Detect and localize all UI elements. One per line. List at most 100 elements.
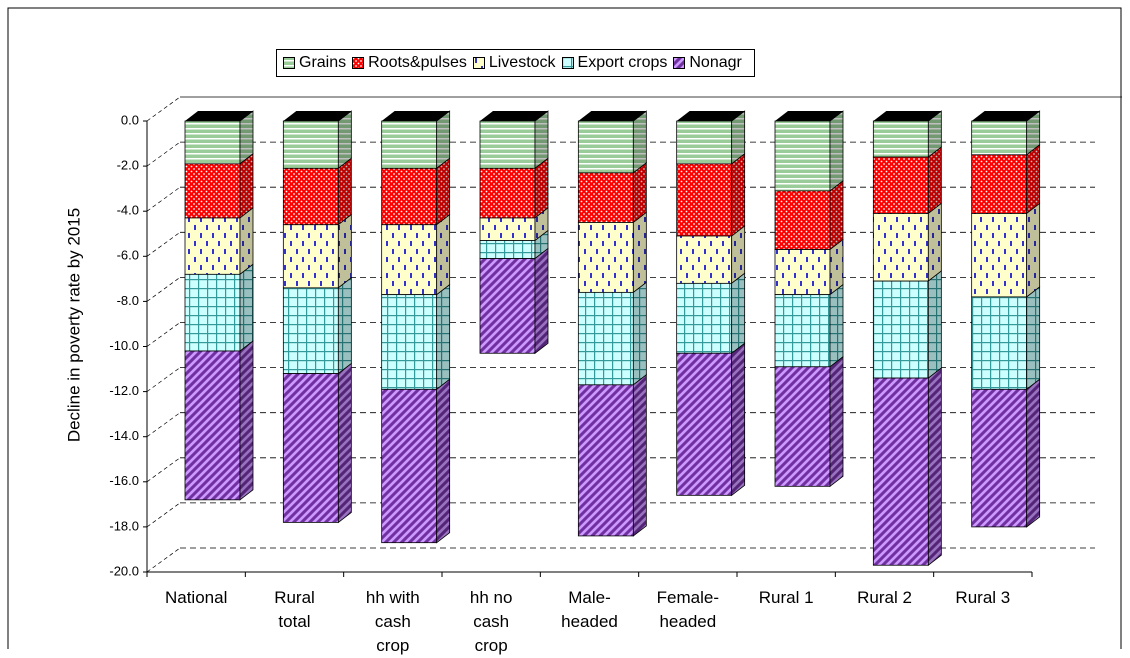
bar-side (829, 355, 844, 488)
bar-segment (381, 294, 438, 390)
legend-swatch (352, 57, 365, 69)
bar-side-shade (436, 111, 450, 169)
legend-swatch (561, 57, 574, 69)
bar-side-shade (240, 207, 253, 275)
x-tick-label: Rural 3 (955, 588, 1011, 607)
bar-top (775, 111, 843, 121)
legend-swatch (283, 57, 295, 69)
bar-segment (676, 352, 733, 496)
bar-side-shade (633, 111, 647, 173)
y-tick-label: -18.0 (109, 518, 139, 533)
bar-segment (971, 388, 1028, 528)
y-tick-label: -16.0 (109, 473, 139, 488)
y-tick-label: -20.0 (109, 563, 139, 578)
bar-side (927, 367, 942, 567)
x-tick-label: Male-headed (561, 588, 618, 631)
bar-side-shade (338, 363, 352, 523)
bar-side-shade (830, 356, 843, 487)
y-tick-label: -12.0 (109, 383, 139, 398)
bar-segment (872, 213, 929, 282)
bar-segment (282, 287, 339, 374)
legend-label: Grains (299, 54, 347, 71)
bar-segment (774, 366, 831, 487)
bar-side-shade (436, 158, 450, 225)
bar-segment (577, 384, 634, 537)
grid-line (146, 367, 181, 392)
bar-side-shade (731, 343, 745, 496)
bar-top (283, 111, 352, 121)
bar-side (632, 374, 647, 537)
bar-top (873, 111, 942, 121)
bar-segment (479, 167, 536, 219)
bar-segment (971, 296, 1028, 390)
bar-side-shade (830, 180, 843, 250)
bar-side-shade (633, 374, 647, 536)
grid-line (146, 547, 181, 573)
bar-segment (479, 258, 536, 354)
legend-entry: Roots&pulses (352, 54, 467, 72)
grid-line (146, 141, 181, 167)
bar-side-shade (731, 153, 745, 237)
bar-segment (479, 240, 536, 259)
bar-side-shade (928, 271, 942, 379)
grid-line (146, 322, 181, 347)
bar-side-shade (535, 111, 548, 169)
bar-segment (577, 291, 634, 386)
bar-side-shade (928, 203, 942, 282)
bar-segment (774, 249, 831, 296)
bar-segment (774, 294, 831, 368)
bar-top (480, 111, 548, 121)
bar-side-shade (1026, 286, 1040, 390)
bar-segment (872, 377, 929, 566)
bar-side-shade (731, 226, 745, 284)
bar-side-shade (436, 284, 450, 390)
grid-line (146, 502, 181, 528)
bar-segment (872, 120, 929, 158)
grid-line (146, 232, 181, 257)
bar-segment (676, 282, 733, 354)
legend-label: Roots&pulses (368, 54, 467, 71)
bar-side-shade (338, 277, 352, 374)
bar-side-shade (633, 282, 647, 385)
bar-side-shade (535, 207, 548, 241)
y-tick-label: -6.0 (117, 248, 139, 263)
x-tick-label: Female-headed (656, 588, 719, 631)
bar-segment (872, 156, 929, 214)
bar-side (1026, 378, 1041, 528)
bar-side-shade (1026, 144, 1040, 214)
bar-segment (184, 350, 241, 501)
bar-side-shade (633, 212, 647, 293)
bar-segment (774, 120, 831, 192)
bar-top (578, 111, 647, 121)
bar-segment (676, 163, 733, 237)
bar-top (676, 111, 745, 121)
bar-segment (282, 373, 339, 523)
bar-side-shade (928, 368, 942, 566)
bar-side-shade (436, 214, 450, 295)
bar-top (971, 111, 1040, 121)
bar-side-shade (240, 153, 253, 218)
bar-segment (479, 217, 536, 241)
bar-segment (676, 120, 733, 165)
bar-segment (971, 213, 1028, 298)
bar-side-shade (731, 273, 745, 354)
legend-entry: Livestock (472, 54, 556, 72)
y-tick-label: -10.0 (109, 338, 139, 353)
bar-side-shade (338, 111, 352, 169)
legend-label: Livestock (488, 54, 556, 71)
bar-segment (282, 224, 339, 289)
bar-segment (577, 172, 634, 223)
y-tick-label: 0.0 (121, 112, 139, 127)
legend-entry: Export crops (561, 54, 667, 72)
grid-line (146, 277, 181, 302)
y-tick-label: -2.0 (117, 158, 139, 173)
bar-side (731, 342, 746, 497)
x-tick-label: Rural total (274, 588, 315, 631)
bar-segment (971, 154, 1028, 214)
bar-side-shade (535, 230, 548, 259)
x-tick-label: National (164, 588, 228, 607)
bar-segment (381, 120, 438, 169)
bar-side-shade (338, 158, 352, 225)
